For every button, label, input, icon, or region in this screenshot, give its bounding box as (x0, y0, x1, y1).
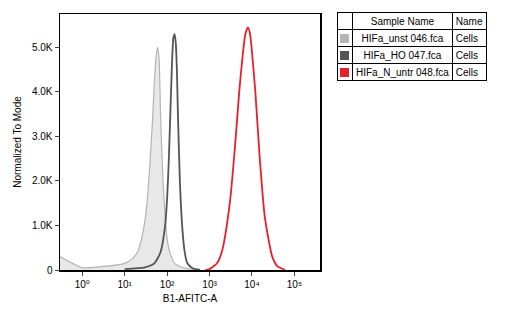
svg-text:4.0K: 4.0K (32, 86, 53, 97)
svg-text:0: 0 (47, 265, 53, 276)
svg-text:1.0K: 1.0K (32, 220, 53, 231)
svg-text:Normalized To Mode: Normalized To Mode (12, 96, 23, 188)
html-text:Cells: Cells (455, 66, 479, 78)
html-text:HIFa_unst 046.fca: HIFa_unst 046.fca (361, 32, 444, 44)
svg-text:2.0K: 2.0K (32, 175, 53, 186)
svg-text:10⁵: 10⁵ (287, 279, 302, 290)
html-text:Name: Name (455, 15, 483, 27)
html-text:Cells: Cells (455, 49, 479, 61)
svg-text:B1-AFITC-A: B1-AFITC-A (163, 293, 218, 304)
svg-text:3.0K: 3.0K (32, 131, 53, 142)
svg-text:10³: 10³ (202, 279, 217, 290)
html-text:Cells: Cells (455, 32, 479, 44)
svg-text:10⁴: 10⁴ (244, 279, 259, 290)
svg-text:5.0K: 5.0K (32, 42, 53, 53)
svg-text:10²: 10² (160, 279, 175, 290)
html-text:Sample Name: Sample Name (370, 15, 435, 27)
svg-text:10¹: 10¹ (117, 279, 132, 290)
html-text:HIFa_HO 047.fca: HIFa_HO 047.fca (363, 49, 442, 61)
svg-text:10⁰: 10⁰ (75, 279, 90, 290)
html-text:HIFa_N_untr 048.fca: HIFa_N_untr 048.fca (356, 66, 449, 78)
